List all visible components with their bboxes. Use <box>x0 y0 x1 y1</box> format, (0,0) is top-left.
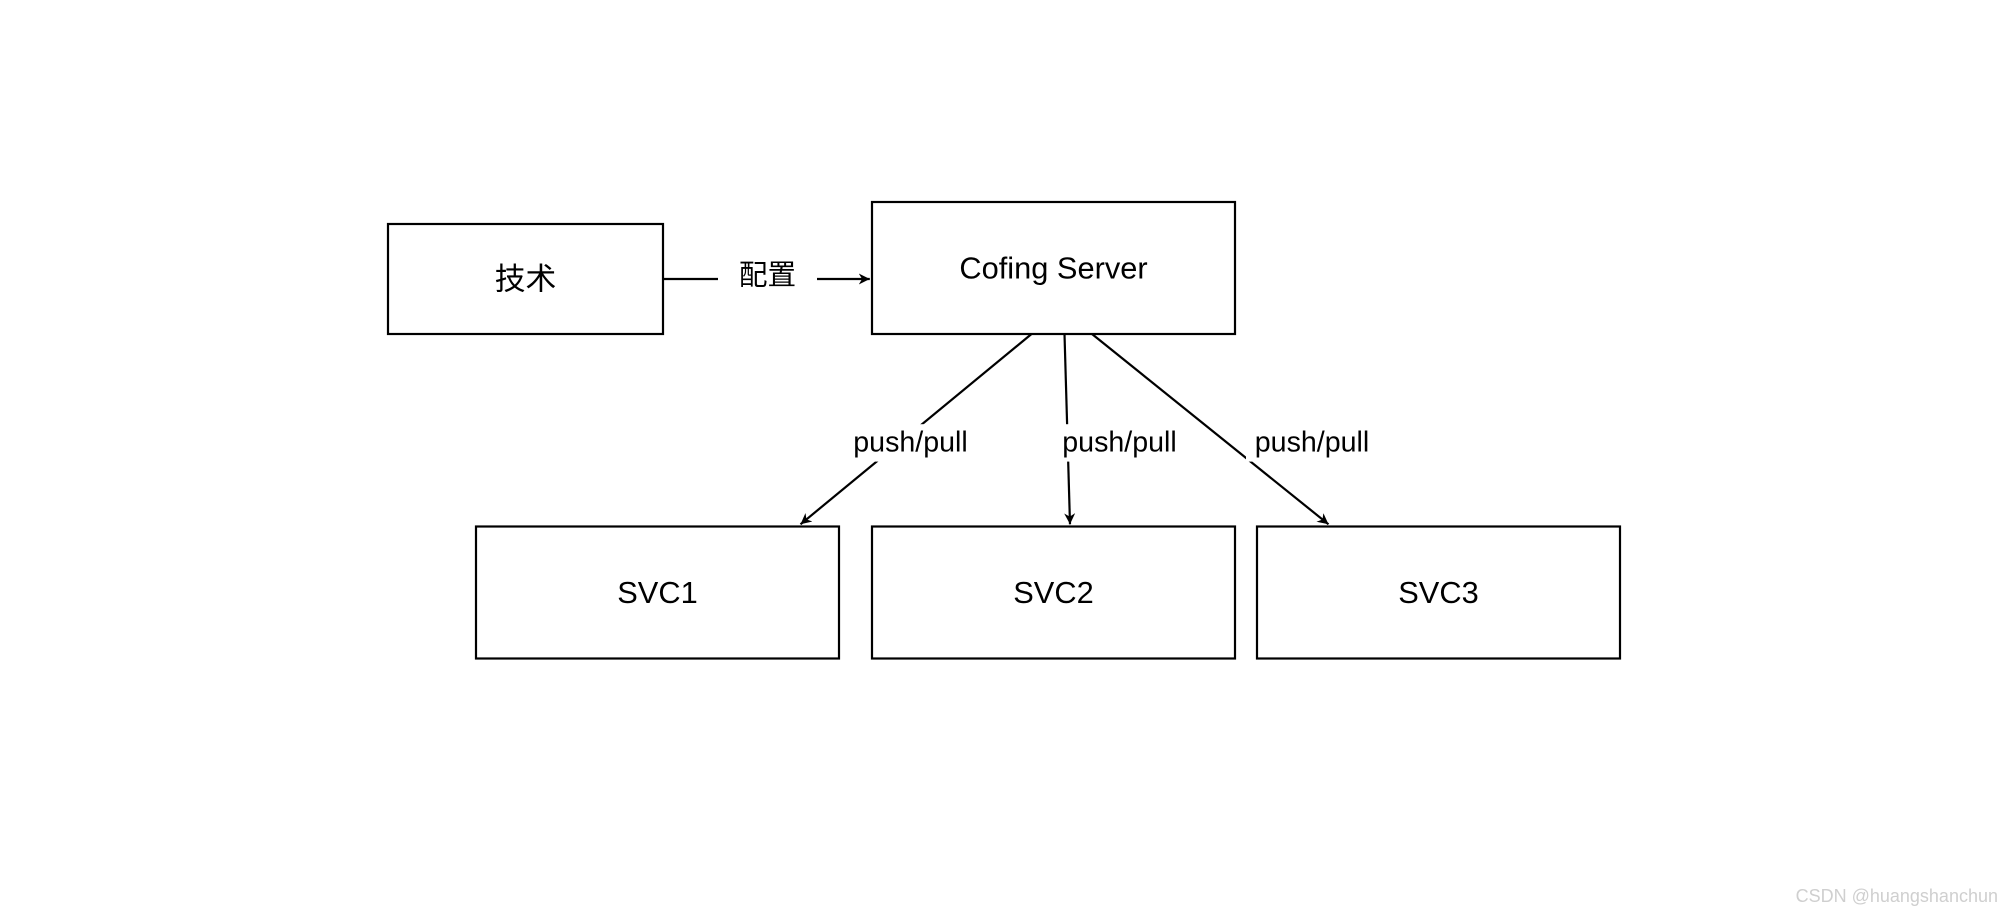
edge-tech-to-config: 配置 <box>663 259 870 291</box>
node-svc2-label: SVC2 <box>1013 575 1093 610</box>
node-tech: 技术 <box>388 224 663 334</box>
node-svc1-label: SVC1 <box>617 575 697 610</box>
node-svc3-label: SVC3 <box>1398 575 1478 610</box>
edge-config-to-svc2-label: push/pull <box>1062 427 1176 459</box>
node-svc2: SVC2 <box>872 527 1235 659</box>
node-tech-label: 技术 <box>495 261 557 296</box>
diagram-canvas: 技术 Cofing Server SVC1 SVC2 SVC3 配置 pu <box>0 0 2014 916</box>
node-config-server: Cofing Server <box>872 202 1235 334</box>
watermark-text: CSDN @huangshanchun <box>1796 886 1998 906</box>
edge-config-to-svc1: push/pull <box>801 334 1032 524</box>
node-config-server-label: Cofing Server <box>959 250 1147 285</box>
edge-config-to-svc2: push/pull <box>1054 334 1186 524</box>
node-svc1: SVC1 <box>476 527 839 659</box>
edge-config-to-svc1-label: push/pull <box>853 427 967 459</box>
node-svc3: SVC3 <box>1257 527 1620 659</box>
edge-config-to-svc3-label: push/pull <box>1255 427 1369 459</box>
edge-tech-to-config-label: 配置 <box>739 259 796 291</box>
